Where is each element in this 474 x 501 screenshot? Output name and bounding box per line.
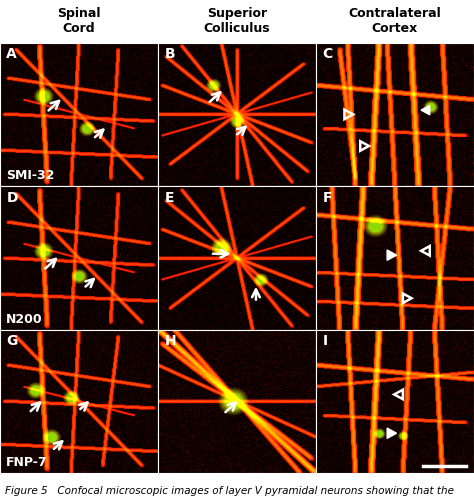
Text: B: B xyxy=(164,47,175,61)
Polygon shape xyxy=(387,428,397,438)
Polygon shape xyxy=(387,250,397,261)
Text: A: A xyxy=(6,47,17,61)
Text: Figure 5   Confocal microscopic images of layer V pyramidal neurons showing that: Figure 5 Confocal microscopic images of … xyxy=(5,486,454,496)
Text: G: G xyxy=(6,334,18,348)
Text: F: F xyxy=(322,190,332,204)
Text: FNP-7: FNP-7 xyxy=(6,456,48,469)
Text: E: E xyxy=(164,190,174,204)
Polygon shape xyxy=(421,105,430,115)
Text: D: D xyxy=(6,190,18,204)
Text: N200: N200 xyxy=(6,313,43,326)
Text: C: C xyxy=(322,47,333,61)
Text: Superior
Colliculus: Superior Colliculus xyxy=(204,8,270,35)
Text: Contralateral
Cortex: Contralateral Cortex xyxy=(348,8,441,35)
Text: H: H xyxy=(164,334,176,348)
Text: I: I xyxy=(322,334,328,348)
Text: Spinal
Cord: Spinal Cord xyxy=(57,8,101,35)
Text: SMI-32: SMI-32 xyxy=(6,169,55,182)
